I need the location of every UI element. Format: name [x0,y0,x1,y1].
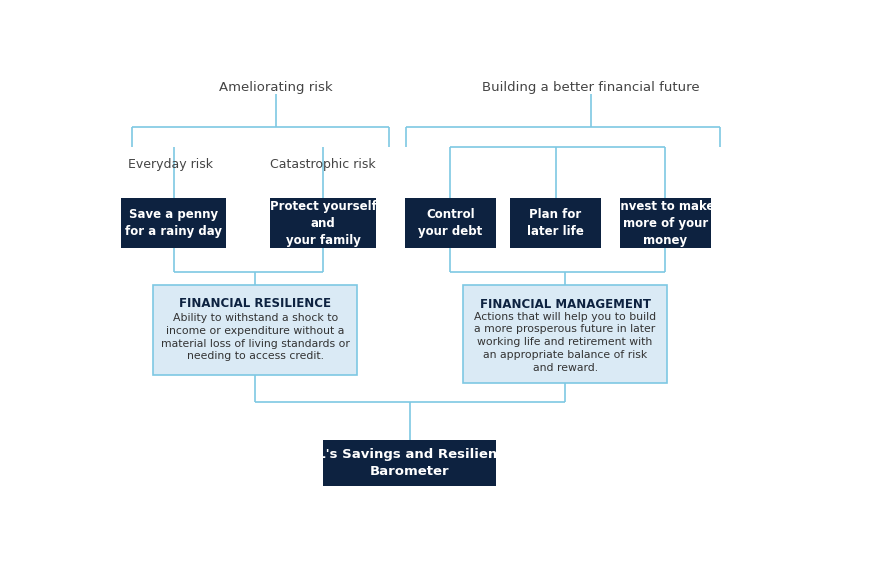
Text: FINANCIAL RESILIENCE: FINANCIAL RESILIENCE [179,297,331,310]
FancyBboxPatch shape [405,198,496,248]
Text: FINANCIAL MANAGEMENT: FINANCIAL MANAGEMENT [480,298,651,311]
FancyBboxPatch shape [270,198,375,248]
FancyBboxPatch shape [510,198,601,248]
Text: Ameliorating risk: Ameliorating risk [219,81,332,94]
Text: Save a penny
for a rainy day: Save a penny for a rainy day [125,208,222,238]
Text: Protect yourself
and
your family: Protect yourself and your family [270,200,376,247]
Text: Actions that will help you to build
a more prosperous future in later
working li: Actions that will help you to build a mo… [474,312,656,373]
FancyBboxPatch shape [464,285,667,383]
Text: Plan for
later life: Plan for later life [527,208,584,238]
Text: Ability to withstand a shock to
income or expenditure without a
material loss of: Ability to withstand a shock to income o… [161,313,350,361]
Text: Catastrophic risk: Catastrophic risk [270,158,375,171]
FancyBboxPatch shape [122,198,227,248]
Text: HL's Savings and Resilience
Barometer: HL's Savings and Resilience Barometer [305,448,514,478]
Text: Control
your debt: Control your debt [418,208,483,238]
Text: Building a better financial future: Building a better financial future [482,81,700,94]
Text: Invest to make
more of your
money: Invest to make more of your money [616,200,715,247]
FancyBboxPatch shape [153,285,357,375]
Text: Everyday risk: Everyday risk [128,158,213,171]
FancyBboxPatch shape [324,440,496,486]
FancyBboxPatch shape [620,198,711,248]
